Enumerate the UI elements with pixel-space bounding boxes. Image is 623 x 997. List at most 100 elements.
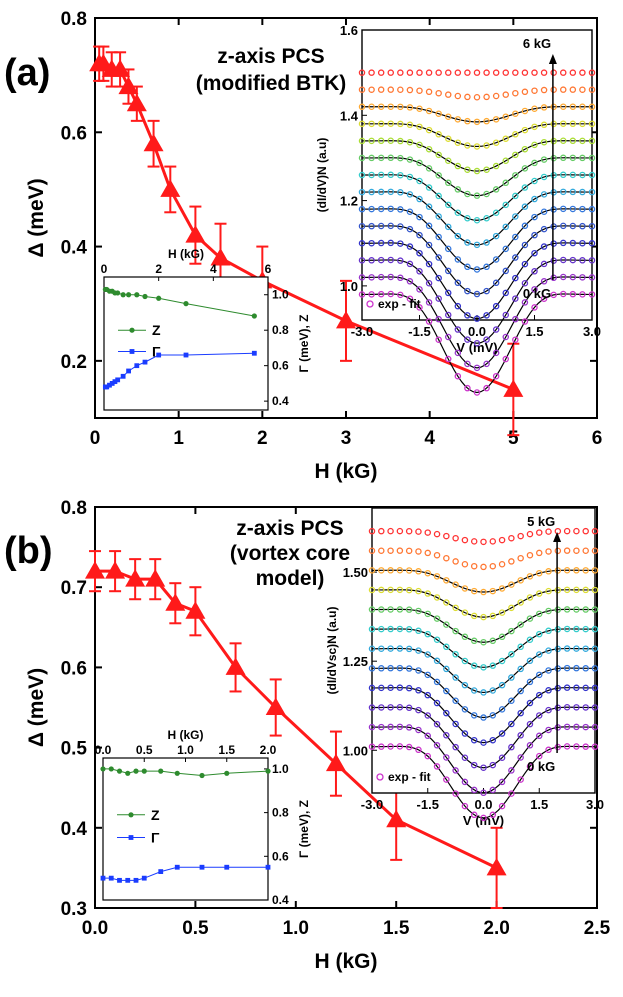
exp-point xyxy=(550,189,557,196)
inset-point-gamma xyxy=(112,379,118,385)
fit-curve xyxy=(361,157,593,197)
exp-point xyxy=(502,179,509,187)
exp-point xyxy=(444,223,452,231)
inset-right-y-axis-label: (dI/dVsc)N (a.u) xyxy=(325,606,339,694)
x-tick-label: 1 xyxy=(173,428,184,449)
exp-point xyxy=(579,69,586,76)
exp-point xyxy=(444,69,452,76)
exp-point xyxy=(454,256,462,263)
exp-point xyxy=(498,633,506,641)
exp-point xyxy=(545,706,552,714)
exp-point xyxy=(424,651,431,658)
exp-point xyxy=(569,154,577,162)
exp-point xyxy=(517,665,524,673)
exp-point xyxy=(560,86,567,93)
exp-point xyxy=(387,723,394,731)
inset-right-x-tick-label: 1.5 xyxy=(525,324,543,339)
exp-point xyxy=(483,312,490,319)
exp-point xyxy=(387,188,394,196)
exp-point xyxy=(435,254,442,261)
exp-point xyxy=(492,256,500,263)
exp-point xyxy=(573,684,580,692)
exp-point xyxy=(378,665,385,672)
exp-point xyxy=(358,137,366,145)
exp-point xyxy=(483,215,490,222)
inset-point-z xyxy=(199,772,205,779)
exp-point xyxy=(517,643,524,651)
exp-point xyxy=(461,730,469,737)
exp-point xyxy=(377,222,385,230)
exp-point xyxy=(387,586,394,594)
inset-point-gamma xyxy=(174,864,180,870)
exp-point xyxy=(444,135,452,142)
exp-point xyxy=(387,69,394,76)
y-tick-label: 0.2 xyxy=(61,352,87,373)
exp-point xyxy=(464,215,471,222)
inset-point-z xyxy=(125,770,131,776)
exp-point xyxy=(563,703,571,711)
exp-point xyxy=(517,621,524,628)
exp-point xyxy=(550,291,557,299)
fit-curve xyxy=(361,174,593,221)
inset-y-tick-label: 0.4 xyxy=(272,394,289,408)
exp-point xyxy=(473,389,481,396)
inset-point-gamma xyxy=(109,381,115,386)
exp-point xyxy=(480,739,487,746)
exp-point xyxy=(483,69,490,76)
exp-point xyxy=(560,222,567,230)
exp-point xyxy=(526,615,534,622)
exp-point xyxy=(405,704,413,712)
exp-point xyxy=(416,87,423,94)
exp-point xyxy=(521,126,529,134)
exp-point xyxy=(582,665,589,672)
exp-point xyxy=(358,222,366,230)
exp-point xyxy=(377,171,385,179)
panel-a: 0 1 2 3 4 5 6 0.2 0.4 0.6 0.8 H (kG) Δ (meV) (a) z-a… xyxy=(4,9,602,483)
inset-right-x-tick-label: 3.0 xyxy=(586,797,604,812)
exp-point xyxy=(470,662,478,669)
exp-point xyxy=(368,154,375,162)
exp-point xyxy=(502,135,509,142)
inset-point-gamma xyxy=(117,877,122,883)
fit-curve xyxy=(361,208,593,271)
exp-point xyxy=(492,92,500,100)
data-point xyxy=(386,809,407,828)
exp-point xyxy=(569,103,577,110)
panel-a-inset-left: 0 2 4 6 H (kG) 0.4 0.6 0.8 1.0 Γ (meV), Z ZΓ xyxy=(101,247,311,411)
exp-point xyxy=(498,561,506,568)
exp-point xyxy=(444,333,452,341)
exp-point xyxy=(550,223,557,230)
exp-point xyxy=(502,91,509,98)
exp-point xyxy=(443,754,450,761)
exp-point xyxy=(569,205,577,213)
exp-point xyxy=(415,607,422,615)
exp-point xyxy=(545,568,552,575)
exp-point xyxy=(489,662,497,669)
exp-point xyxy=(415,746,422,754)
inset-point-gamma xyxy=(126,368,131,374)
exp-point xyxy=(540,260,548,268)
exp-point xyxy=(387,154,394,162)
exp-point xyxy=(536,630,543,638)
exp-point xyxy=(550,103,557,111)
exp-point xyxy=(582,547,589,554)
exp-point xyxy=(563,547,571,554)
exp-point xyxy=(579,205,586,213)
exp-point xyxy=(368,547,376,555)
data-point xyxy=(486,857,507,876)
exp-point xyxy=(521,184,529,191)
exp-point xyxy=(425,260,433,268)
exp-point xyxy=(563,527,571,535)
exp-point xyxy=(416,195,423,203)
exp-point xyxy=(454,92,462,100)
exp-point xyxy=(387,527,394,535)
exp-point xyxy=(416,249,423,257)
inset-right-y-tick-label: 1.00 xyxy=(343,743,368,758)
exp-point xyxy=(416,123,423,131)
exp-point xyxy=(582,586,589,594)
exp-point xyxy=(358,69,366,76)
exp-point xyxy=(483,263,490,271)
exp-point xyxy=(517,776,524,783)
exp-point xyxy=(377,86,385,93)
exp-point xyxy=(582,567,589,574)
